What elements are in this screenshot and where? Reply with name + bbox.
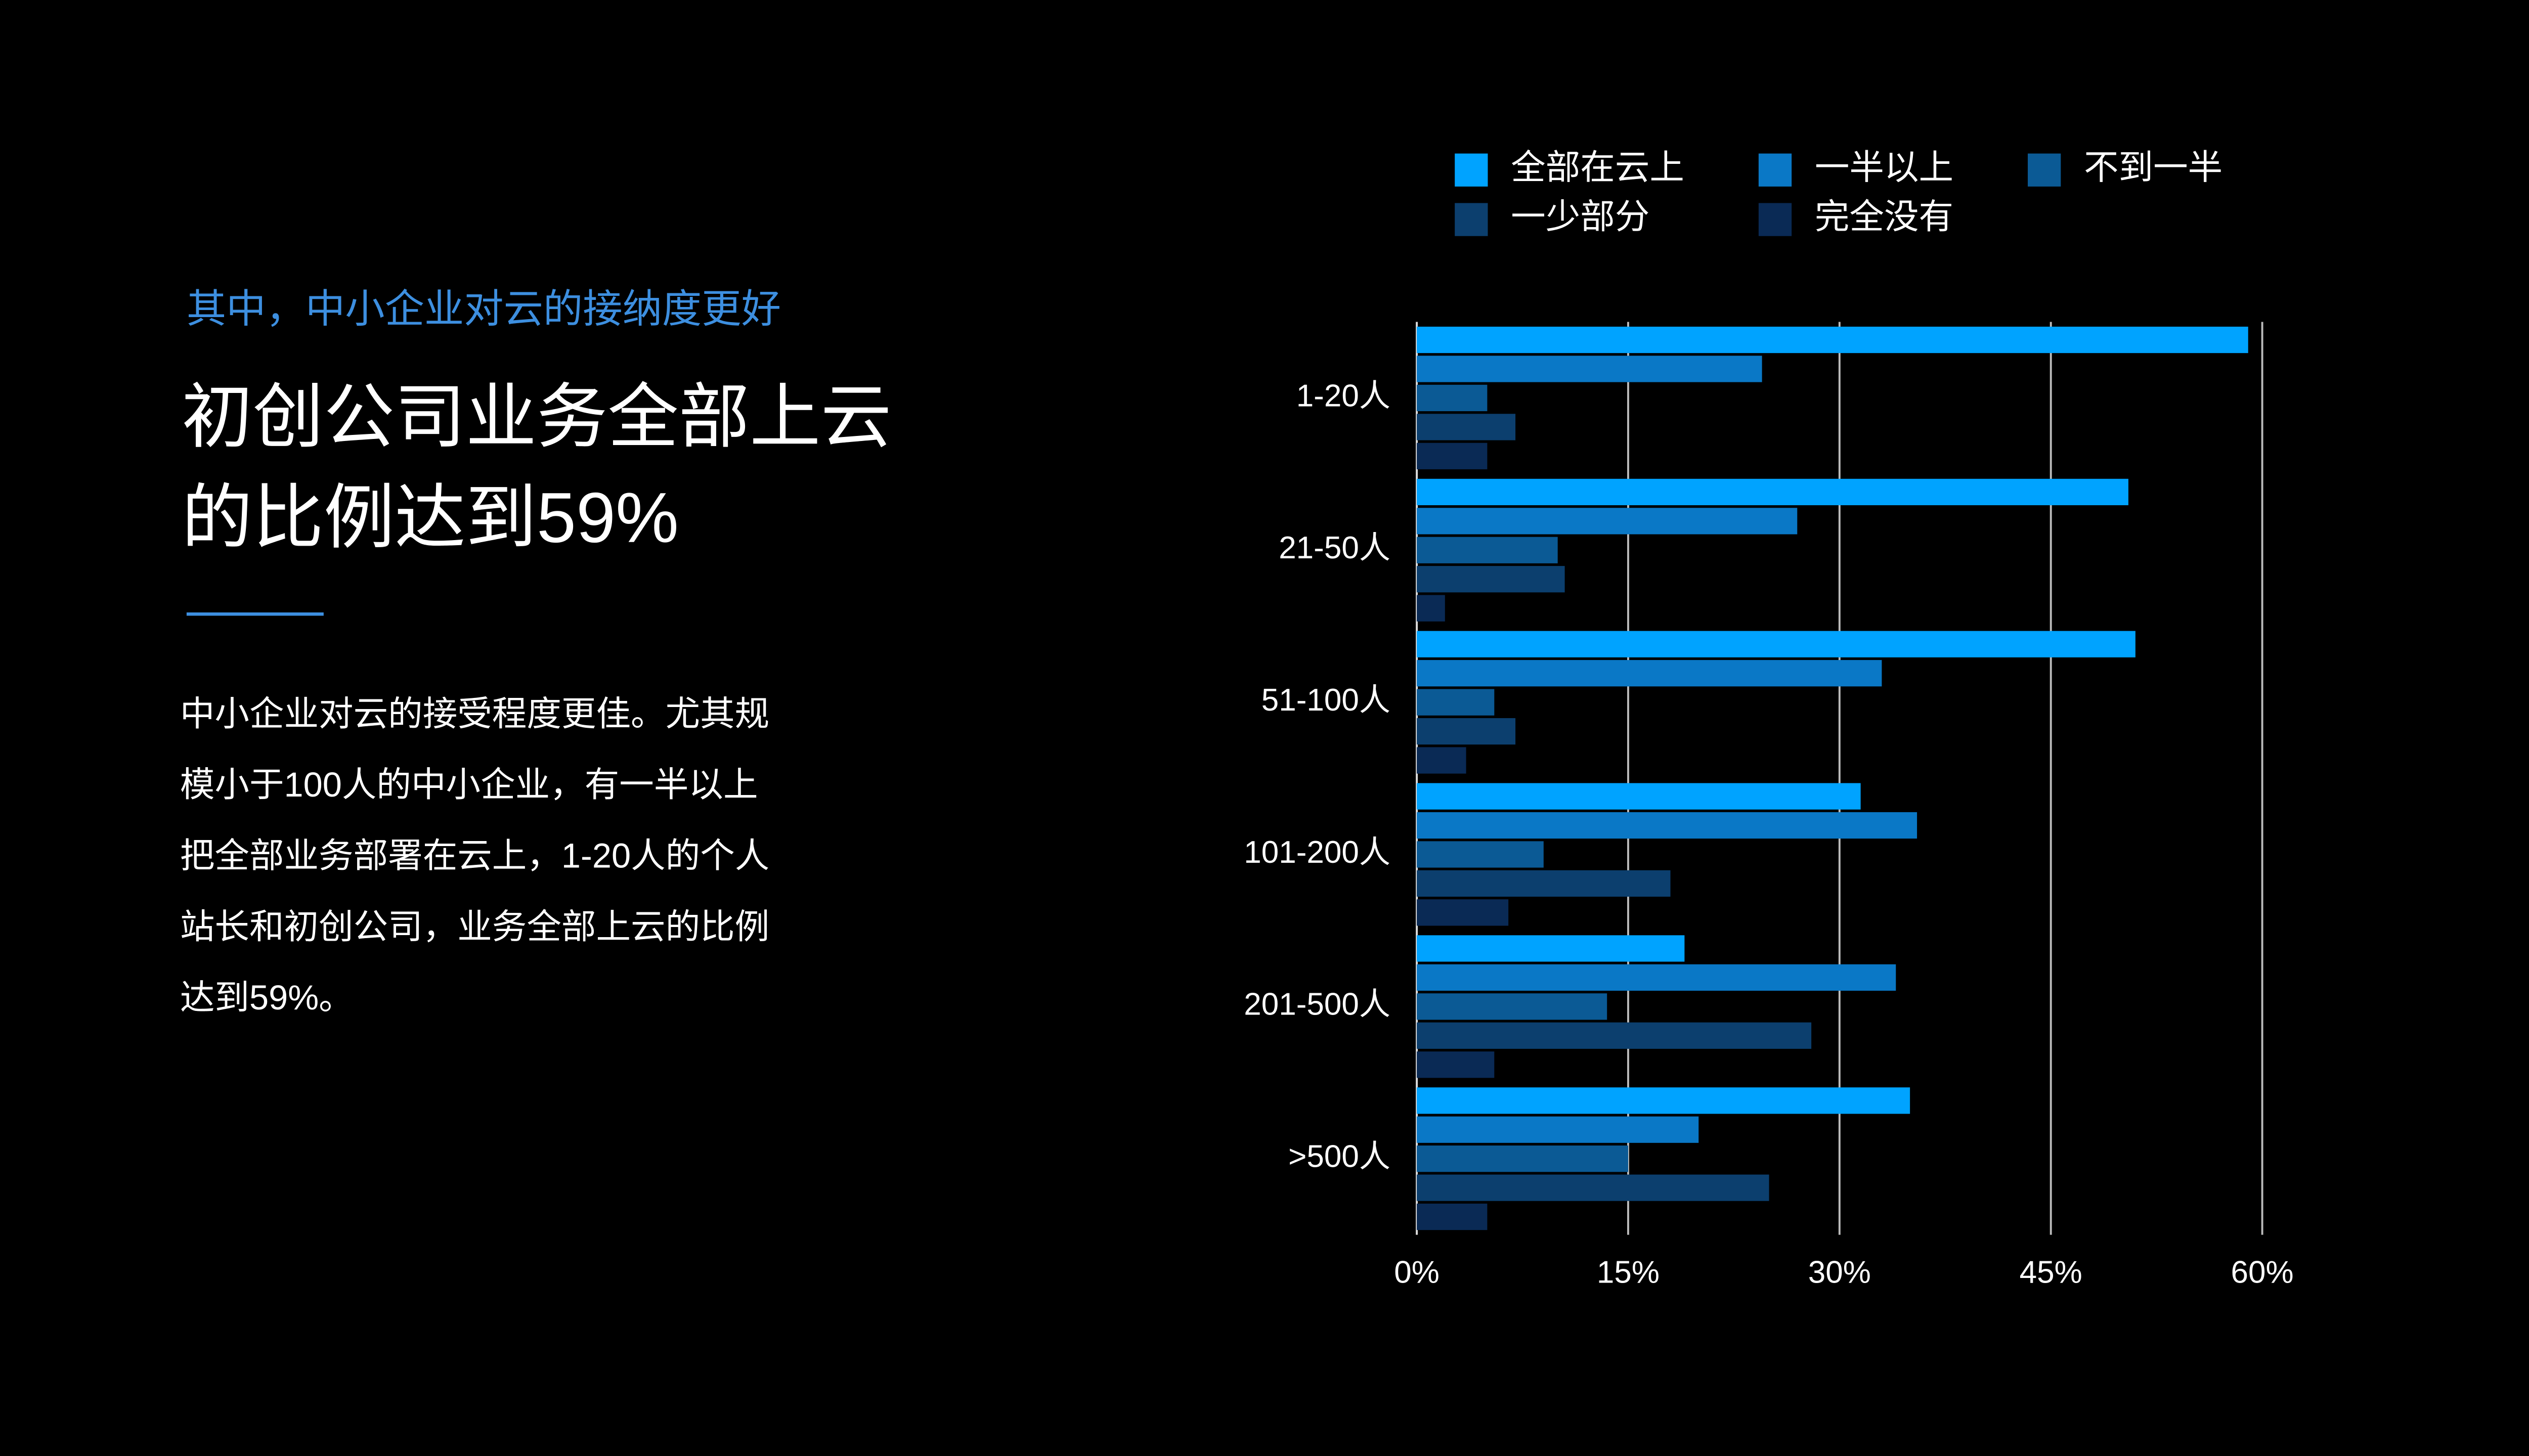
- bar: [1417, 660, 1882, 687]
- bar: [1417, 566, 1565, 593]
- x-tick-label: 0%: [1394, 1255, 1440, 1290]
- body-line: 中小企业对云的接受程度更佳。尤其规: [180, 694, 769, 733]
- legend-label: 一少部分: [1511, 197, 1649, 236]
- y-tick-label: 201-500人: [1244, 987, 1390, 1022]
- bar: [1417, 1203, 1488, 1230]
- y-tick-label: >500人: [1288, 1139, 1390, 1174]
- bar: [1417, 718, 1516, 745]
- bar: [1417, 783, 1861, 810]
- bar: [1417, 935, 1685, 962]
- bar: [1417, 537, 1558, 563]
- bar: [1417, 899, 1509, 926]
- bar: [1417, 964, 1896, 991]
- title-line: 初创公司业务全部上云: [182, 377, 892, 457]
- bar: [1417, 841, 1544, 868]
- bar: [1417, 443, 1488, 469]
- bar: [1417, 870, 1671, 897]
- bar: [1417, 384, 1488, 412]
- legend-swatch: [1758, 153, 1792, 187]
- x-tick-label: 30%: [1808, 1255, 1871, 1290]
- legend-swatch: [1455, 203, 1488, 236]
- title-line: 的比例达到59%: [182, 478, 679, 557]
- legend-label: 完全没有: [1815, 197, 1953, 236]
- legend-swatch: [1758, 203, 1792, 236]
- body-line: 达到59%。: [180, 978, 354, 1017]
- bar: [1417, 356, 1762, 382]
- x-tick-label: 60%: [2231, 1255, 2294, 1290]
- x-tick-label: 45%: [2020, 1255, 2082, 1290]
- bar: [1417, 631, 2135, 657]
- body-line: 站长和初创公司，业务全部上云的比例: [180, 907, 769, 946]
- bar: [1417, 1174, 1769, 1201]
- legend-swatch: [1455, 153, 1488, 187]
- x-tick-label: 15%: [1597, 1255, 1660, 1290]
- bar: [1417, 1051, 1495, 1078]
- y-tick-label: 51-100人: [1261, 683, 1390, 718]
- y-tick-label: 21-50人: [1279, 531, 1390, 565]
- bar: [1417, 508, 1798, 535]
- bar: [1417, 747, 1466, 774]
- body-line: 模小于100人的中小企业，有一半以上: [180, 765, 758, 804]
- legend-label: 一半以上: [1815, 148, 1953, 187]
- bar: [1417, 595, 1445, 622]
- bar: [1417, 1145, 1628, 1172]
- y-tick-label: 101-200人: [1244, 835, 1390, 870]
- bar: [1417, 812, 1917, 839]
- bar: [1417, 1087, 1910, 1114]
- legend-label: 全部在云上: [1511, 148, 1684, 187]
- y-tick-label: 1-20人: [1296, 378, 1390, 413]
- legend-label: 不到一半: [2084, 148, 2222, 187]
- bar: [1417, 1116, 1699, 1143]
- bar: [1417, 993, 1607, 1020]
- bar: [1417, 478, 2128, 505]
- kicker: 其中，中小企业对云的接纳度更好: [187, 287, 781, 331]
- bar: [1417, 326, 2248, 354]
- bar: [1417, 1022, 1812, 1049]
- bar: [1417, 414, 1516, 440]
- legend-swatch: [2028, 153, 2061, 187]
- body-line: 把全部业务部署在云上，1-20人的个人: [180, 836, 769, 875]
- bar: [1417, 689, 1495, 716]
